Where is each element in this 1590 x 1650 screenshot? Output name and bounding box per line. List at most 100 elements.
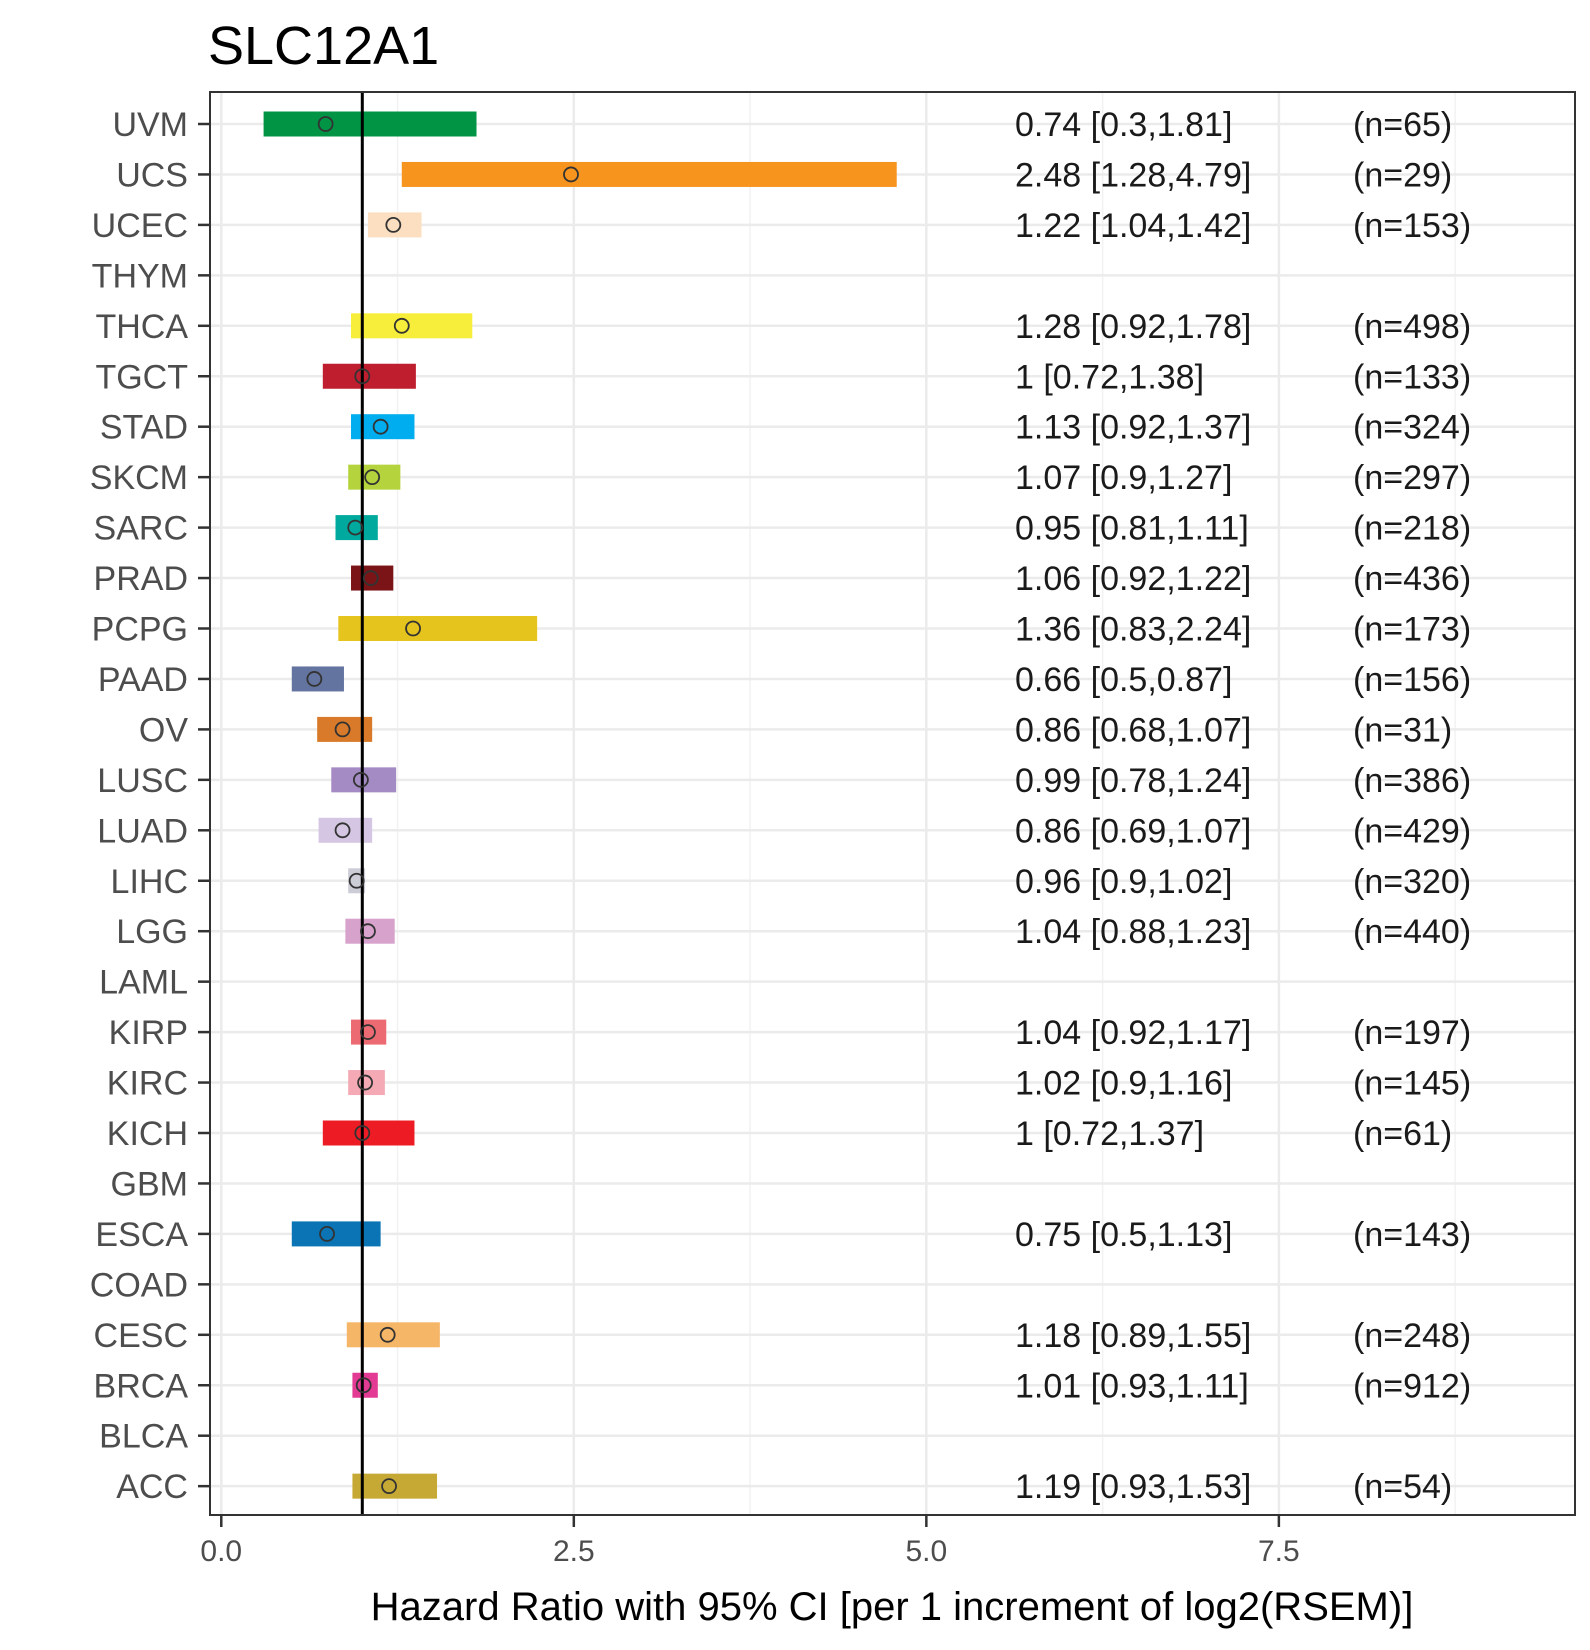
ci-bar-thca [351,313,473,339]
hr-point-pcpg [405,620,421,637]
hr-ci-label: 0.74 [0.3,1.81] [1015,106,1232,144]
y-tick-label: PCPG [92,611,188,649]
hr-point-lgg [360,923,376,940]
y-tick-label: BLCA [99,1418,188,1456]
hr-ci-label: 0.86 [0.68,1.07] [1015,711,1251,749]
sample-size-label: (n=31) [1353,711,1452,749]
x-tick-label: 2.5 [553,1535,595,1568]
hr-ci-label: 1.22 [1.04,1.42] [1015,207,1251,245]
hr-point-thca [393,317,410,334]
x-axis: 0.0 2.5 5.0 7.5 [200,1515,1300,1568]
sample-size-label: (n=912) [1353,1367,1471,1405]
y-tick-label: PRAD [94,560,188,598]
y-axis: UVM UCS UCEC THYM THCA TGCT STAD SKCM SARC PRAD PC… [90,106,210,1506]
y-tick-label: THCA [95,308,188,346]
hr-ci-label: 2.48 [1.28,4.79] [1015,156,1251,194]
sample-size-label: (n=440) [1353,913,1471,951]
hr-point-ucec [385,216,402,233]
sample-size-label: (n=173) [1353,611,1471,649]
ci-bar-luad [318,817,373,843]
ci-bar-prad [351,565,394,591]
x-tick-label: 0.0 [200,1535,242,1568]
sample-size-label: (n=297) [1353,459,1471,497]
ci-bar-acc [352,1473,438,1499]
ci-bar-ucec [367,212,422,238]
sample-size-label: (n=29) [1353,156,1452,194]
hr-point-kirc [357,1074,374,1091]
y-tick-label: LGG [116,913,188,951]
y-tick-label: UCEC [92,207,188,245]
ci-bar-cesc [346,1322,440,1348]
hr-ci-label: 1.13 [0.92,1.37] [1015,409,1251,447]
ci-bar-kirp [351,1019,387,1045]
ci-bar-ov [317,716,373,742]
sample-size-label: (n=143) [1353,1216,1471,1254]
hr-ci-label: 0.75 [0.5,1.13] [1015,1216,1232,1254]
sample-size-label: (n=218) [1353,510,1471,548]
hr-point-lihc [348,872,365,889]
ci-bar-ucs [401,161,897,187]
sample-size-label: (n=153) [1353,207,1471,245]
hr-point-lusc [352,771,369,788]
hr-point-brca [355,1377,372,1394]
hr-ci-label: 1 [0.72,1.38] [1015,358,1204,396]
hr-ci-label: 1.04 [0.88,1.23] [1015,913,1251,951]
hr-ci-label: 1.07 [0.9,1.27] [1015,459,1232,497]
ci-bar-lgg [345,918,395,944]
y-tick-label: STAD [100,409,188,447]
panel-border [209,91,1576,1516]
y-tick-label: KIRC [107,1065,188,1103]
sample-size-label: (n=320) [1353,863,1471,901]
y-tick-label: THYM [92,257,188,295]
hr-point-paad [306,671,323,687]
y-tick-label: PAAD [98,661,188,699]
hr-point-kirp [360,1024,376,1040]
hr-point-uvm [317,116,334,132]
sample-size-label: (n=498) [1353,308,1471,346]
hr-ci-label: 1.28 [0.92,1.78] [1015,308,1251,346]
sample-size-label: (n=248) [1353,1317,1471,1355]
y-tick-label: GBM [111,1165,188,1203]
x-tick-label: 7.5 [1258,1535,1300,1568]
hr-ci-label: 0.99 [0.78,1.24] [1015,762,1251,800]
y-tick-label: BRCA [94,1367,189,1405]
sample-size-label: (n=156) [1353,661,1471,699]
hr-point-luad [334,822,351,839]
hr-ci-label: 1.36 [0.83,2.24] [1015,611,1251,649]
y-tick-label: LUAD [97,812,188,850]
hr-point-ucs [563,166,579,183]
y-tick-label: KICH [107,1115,188,1153]
hr-points [306,116,579,1495]
chart-title: SLC12A1 [208,16,439,76]
y-tick-label: COAD [90,1266,188,1304]
x-axis-label: Hazard Ratio with 95% CI [per 1 incremen… [371,1585,1414,1629]
hr-point-skcm [364,469,381,486]
ci-bar-skcm [348,464,401,490]
hr-ci-label: 0.96 [0.9,1.02] [1015,863,1232,901]
hr-ci-label: 1.18 [0.89,1.55] [1015,1317,1251,1355]
hr-point-ov [334,721,351,738]
hr-point-stad [372,418,389,435]
y-tick-label: ACC [116,1468,188,1506]
ci-bar-kirc [348,1070,385,1096]
y-tick-label: LUSC [97,762,188,800]
ci-bar-stad [351,414,415,440]
sample-size-label: (n=324) [1353,409,1471,447]
hr-ci-label: 0.66 [0.5,0.87] [1015,661,1232,699]
y-tick-label: ESCA [95,1216,188,1254]
hr-ci-label: 1.19 [0.93,1.53] [1015,1468,1251,1506]
hr-point-acc [381,1478,397,1495]
sample-size-label: (n=429) [1353,812,1471,850]
grid [210,92,1575,1515]
hr-point-tgct [354,368,371,385]
y-tick-label: LAML [99,964,188,1002]
hr-ci-label: 1 [0.72,1.37] [1015,1115,1204,1153]
ci-bar-pcpg [338,616,538,641]
y-tick-label: SKCM [90,459,188,497]
y-tick-label: CESC [94,1317,188,1355]
y-tick-label: OV [139,711,188,749]
x-tick-label: 5.0 [905,1535,947,1568]
hr-point-kich [354,1125,371,1141]
